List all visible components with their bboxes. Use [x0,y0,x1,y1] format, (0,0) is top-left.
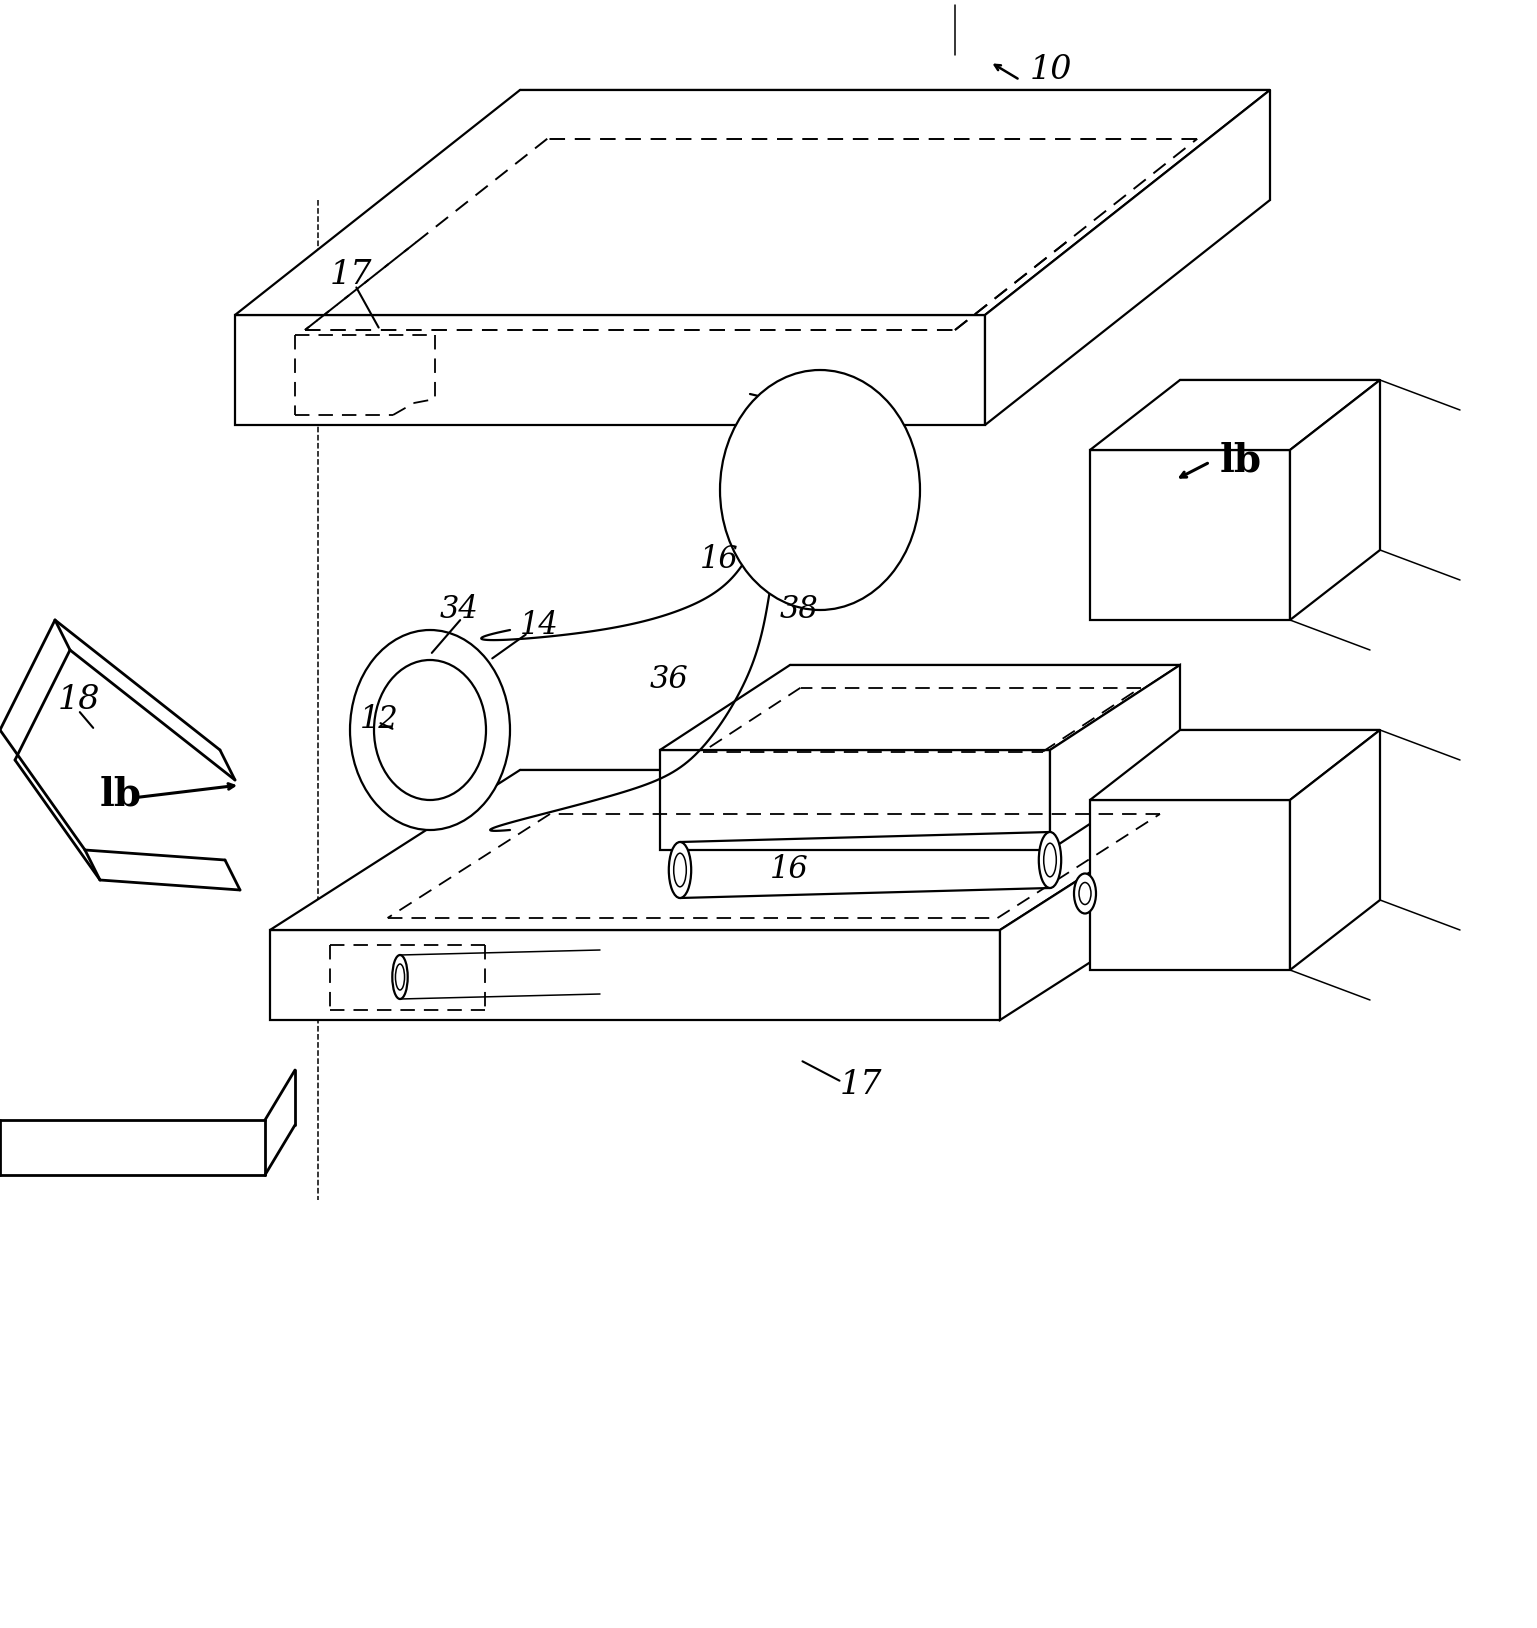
Polygon shape [235,90,1270,314]
Polygon shape [1001,770,1250,1021]
Ellipse shape [1039,832,1061,887]
Polygon shape [659,751,1050,850]
Text: 10: 10 [1030,54,1073,86]
Polygon shape [659,664,1180,751]
Text: 17: 17 [330,259,372,291]
Text: 38: 38 [779,594,819,625]
Polygon shape [1090,799,1290,970]
Polygon shape [235,314,985,425]
Text: 16: 16 [770,855,808,886]
Text: lb: lb [100,777,141,814]
Text: 18: 18 [58,684,100,716]
Ellipse shape [350,630,510,830]
Text: 16: 16 [699,544,739,576]
Ellipse shape [373,659,486,799]
Polygon shape [1090,379,1380,449]
Polygon shape [1090,729,1380,799]
Text: 36: 36 [650,664,689,695]
Text: 34: 34 [440,594,478,625]
Ellipse shape [392,956,407,1000]
Ellipse shape [669,842,692,899]
Polygon shape [985,90,1270,425]
Polygon shape [1290,379,1380,620]
Ellipse shape [1079,882,1091,905]
Text: 14: 14 [520,609,559,640]
Ellipse shape [395,964,404,990]
Ellipse shape [1044,843,1056,877]
Text: lb: lb [1220,441,1262,479]
Polygon shape [1290,729,1380,970]
Ellipse shape [673,853,687,887]
Polygon shape [1090,449,1290,620]
Text: 12: 12 [360,705,398,736]
Text: 17: 17 [841,1070,882,1101]
Ellipse shape [719,370,921,610]
Polygon shape [1050,664,1180,850]
Ellipse shape [1074,874,1096,913]
Polygon shape [271,930,1001,1021]
Polygon shape [271,770,1250,930]
